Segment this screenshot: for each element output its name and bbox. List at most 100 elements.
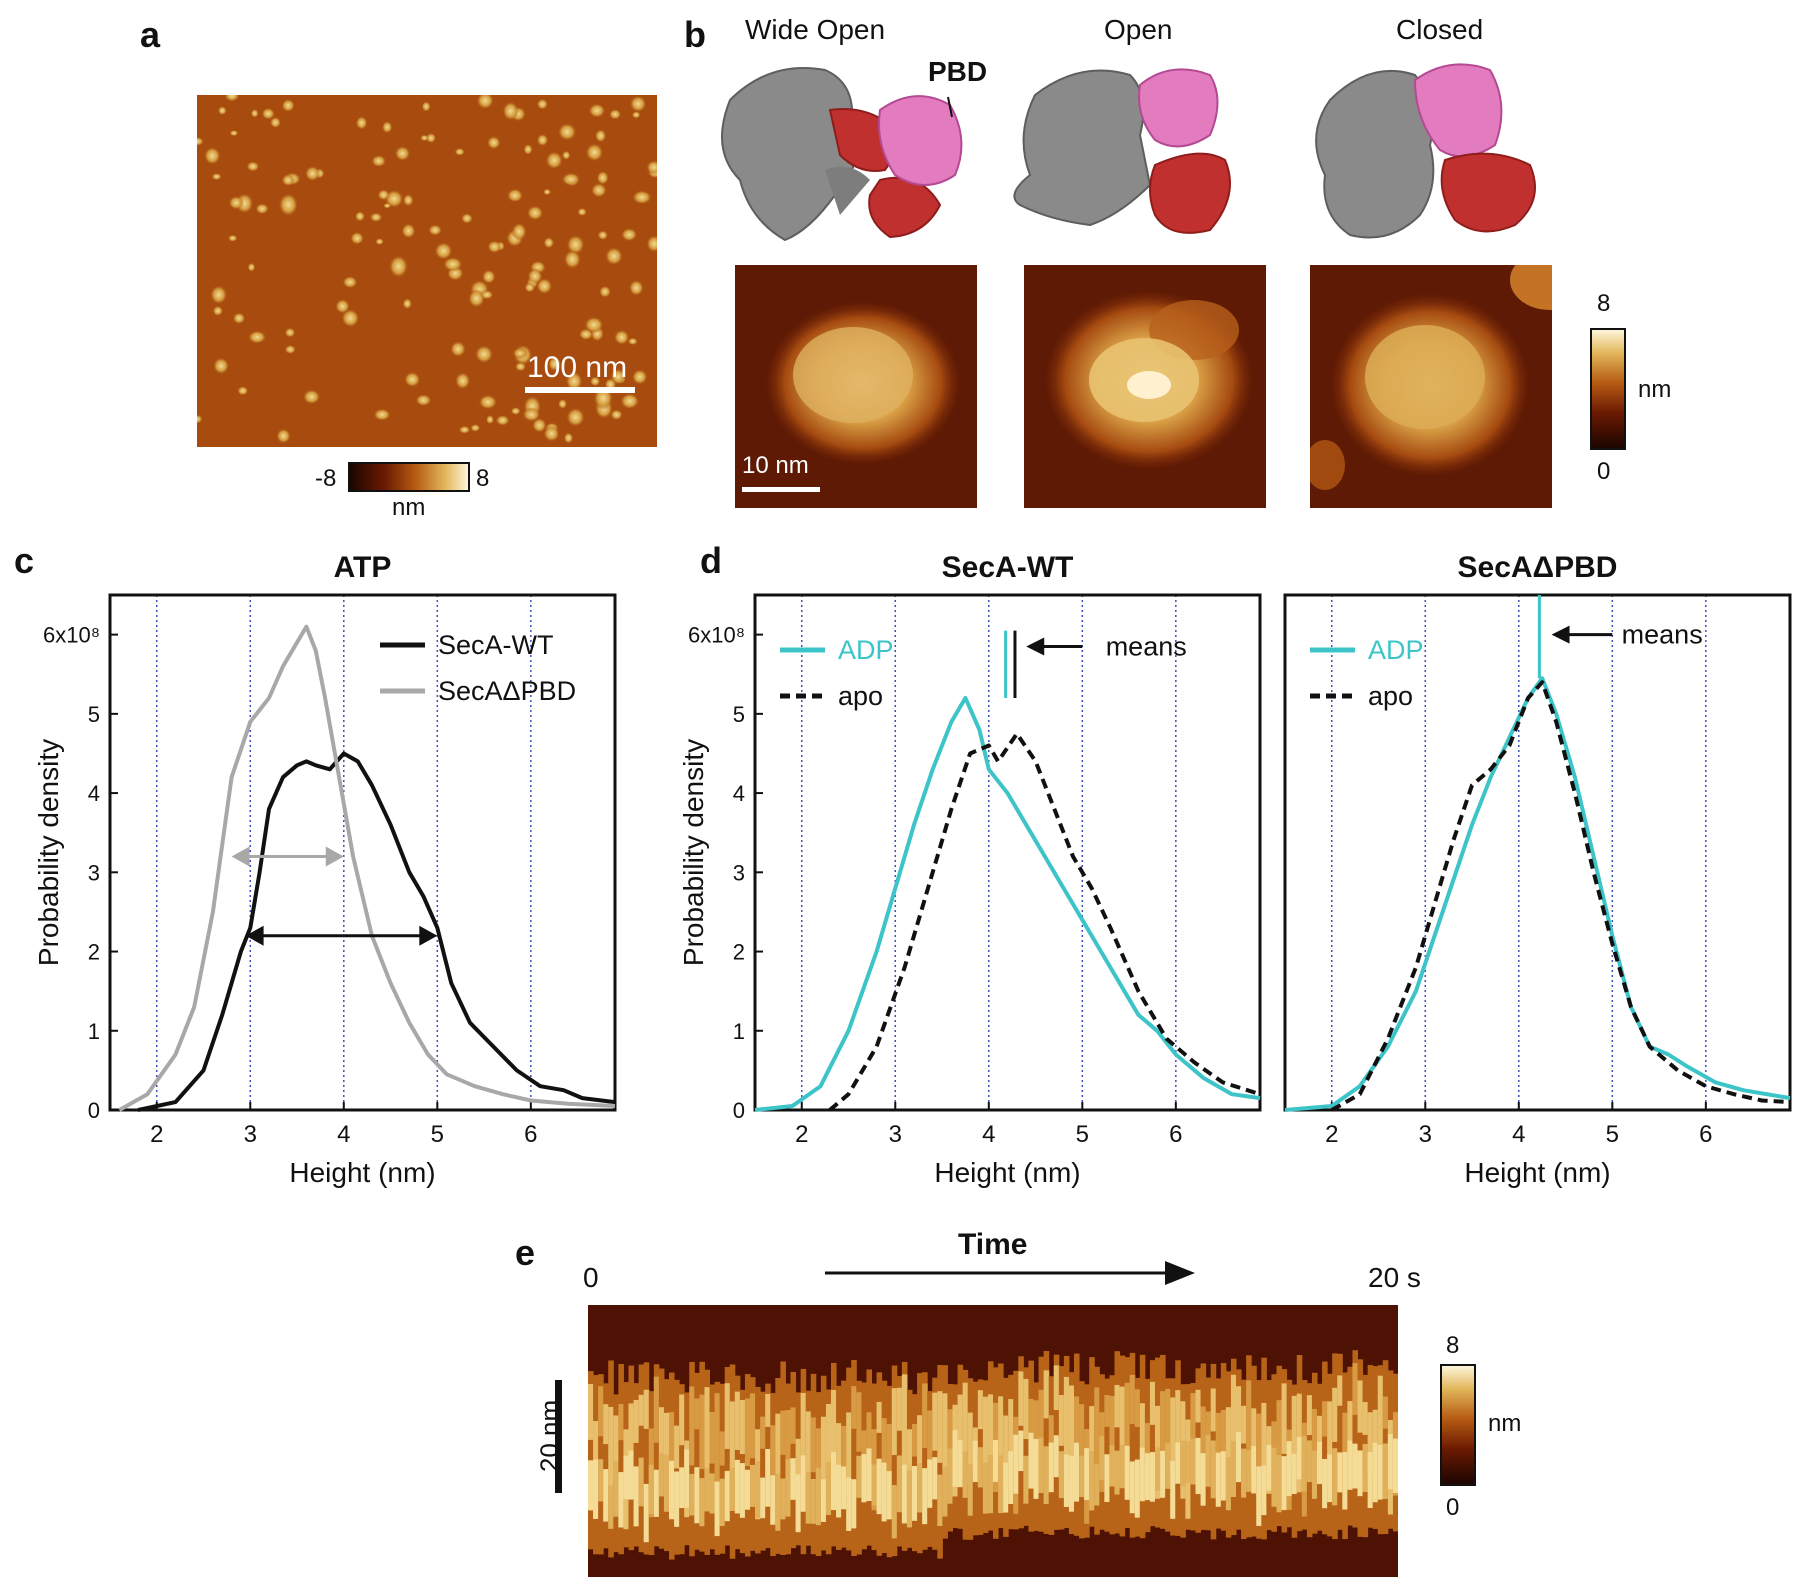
protein-structures [721,63,1536,242]
scale-bar-b-label: 10 nm [742,452,809,479]
legend-entry: ADP [1368,635,1424,665]
chart-title: ATP [334,551,392,584]
y-axis-label: Probability density [678,739,709,966]
panel-b-label: b [684,14,706,55]
y-tick-label: 0 [88,1098,100,1123]
pbd-label: PBD [928,56,988,87]
x-tick-label: 5 [1076,1121,1089,1148]
means-arrow-head [1551,625,1570,644]
legend-entry: SecAΔPBD [438,676,576,706]
y-tick-label: 0 [733,1098,745,1123]
series-line-apo [1330,680,1791,1112]
chart-c: ATP 2 3 4 5 6 0 1 2 3 4 5 6x10⁸ Height (nm) Probabilit… [33,551,617,1188]
y-tick-label: 2 [733,940,745,965]
kymograph [588,1305,1398,1577]
colorbar-a-unit: nm [392,494,426,521]
state-open-label: Open [1104,14,1173,45]
series-line-ADP [754,696,1261,1112]
structure-closed [1315,63,1536,239]
panel-d-label: d [700,540,722,581]
colorbar-a [348,462,470,492]
scale-bar-e [555,1380,562,1493]
series-line-apo [828,731,1261,1112]
y-tick-label: 6x10⁸ [688,623,745,648]
legend-entry: apo [838,681,883,711]
y-tick-label: 1 [88,1019,100,1044]
x-tick-label: 5 [1606,1121,1619,1148]
time-end: 20 s [1368,1262,1421,1293]
state-closed-label: Closed [1396,14,1484,45]
plot-frame [108,593,617,1112]
x-tick-label: 4 [1512,1121,1525,1148]
afm-closed [1310,265,1552,508]
x-tick-label: 4 [337,1121,350,1148]
y-tick-label: 4 [88,781,100,806]
afm-particles [197,95,657,444]
scale-bar-b [742,487,820,492]
structure-wide-open [721,67,963,242]
colorbar-b [1590,328,1626,450]
x-tick-label: 2 [150,1121,163,1148]
x-tick-label: 2 [1325,1121,1338,1148]
scale-bar-e-label: 20 nm [534,1399,565,1473]
colorbar-e [1440,1364,1476,1486]
x-tick-label: 3 [1419,1121,1432,1148]
state-wide-open-label: Wide Open [745,14,886,45]
panel-e-label: e [515,1232,536,1273]
chart-d2: SecAΔPBD 2 3 4 5 6 Height (nm) ADP apo means [1283,551,1792,1188]
scale-bar-a-label: 100 nm [527,351,628,384]
afm-wide-open [735,265,977,508]
series-line-SecAΔPBD [118,624,616,1112]
y-tick-label: 5 [88,702,100,727]
time-arrow [825,1261,1195,1285]
means-arrow-head [1026,637,1045,656]
x-tick-label: 4 [982,1121,995,1148]
arrow-head [325,846,344,867]
chart-d1: SecA-WT 2 3 4 5 6 0 1 2 3 4 5 6x10⁸ Height (nm) Probab… [678,551,1262,1188]
legend-entry: ADP [838,635,894,665]
x-axis-label: Height (nm) [934,1157,1080,1188]
y-tick-label: 6x10⁸ [43,623,100,648]
panel-c-label: c [14,540,35,581]
x-axis-label: Height (nm) [289,1157,435,1188]
colorbar-b-min: 0 [1597,458,1611,485]
colorbar-e-min: 0 [1446,1494,1460,1521]
y-tick-label: 1 [733,1019,745,1044]
x-tick-label: 3 [889,1121,902,1148]
x-tick-label: 6 [1699,1121,1712,1148]
y-tick-label: 3 [88,860,100,885]
colorbar-e-unit: nm [1488,1410,1522,1437]
x-tick-label: 3 [244,1121,257,1148]
series-line-ADP [1284,676,1791,1112]
colorbar-b-max: 8 [1597,290,1611,317]
legend-entry: SecA-WT [438,630,554,660]
afm-open [1024,265,1266,508]
y-tick-label: 5 [733,702,745,727]
x-tick-label: 6 [524,1121,537,1148]
time-label: Time [958,1228,1028,1261]
x-tick-label: 6 [1169,1121,1182,1148]
structure-open [1013,68,1231,234]
colorbar-a-min: -8 [315,465,337,492]
afm-image-overview: 100 nm [197,95,657,447]
panel-a-label: a [140,14,161,55]
scale-bar-a [525,387,635,393]
y-tick-label: 4 [733,781,745,806]
x-tick-label: 2 [795,1121,808,1148]
colorbar-a-max: 8 [476,465,490,492]
x-axis-label: Height (nm) [1464,1157,1610,1188]
legend-entry: apo [1368,681,1413,711]
colorbar-b-unit: nm [1638,376,1672,403]
y-axis-label: Probability density [33,739,64,966]
arrow-head [231,846,250,867]
arrow-head [245,925,264,946]
chart-title: SecAΔPBD [1458,551,1618,584]
colorbar-e-max: 8 [1446,1332,1460,1359]
plot-frame [1283,593,1792,1112]
x-tick-label: 5 [431,1121,444,1148]
arrow-head [419,925,438,946]
series-line-SecA-WT [137,751,616,1112]
means-label: means [1106,632,1187,662]
y-tick-label: 3 [733,860,745,885]
means-label: means [1622,620,1703,650]
